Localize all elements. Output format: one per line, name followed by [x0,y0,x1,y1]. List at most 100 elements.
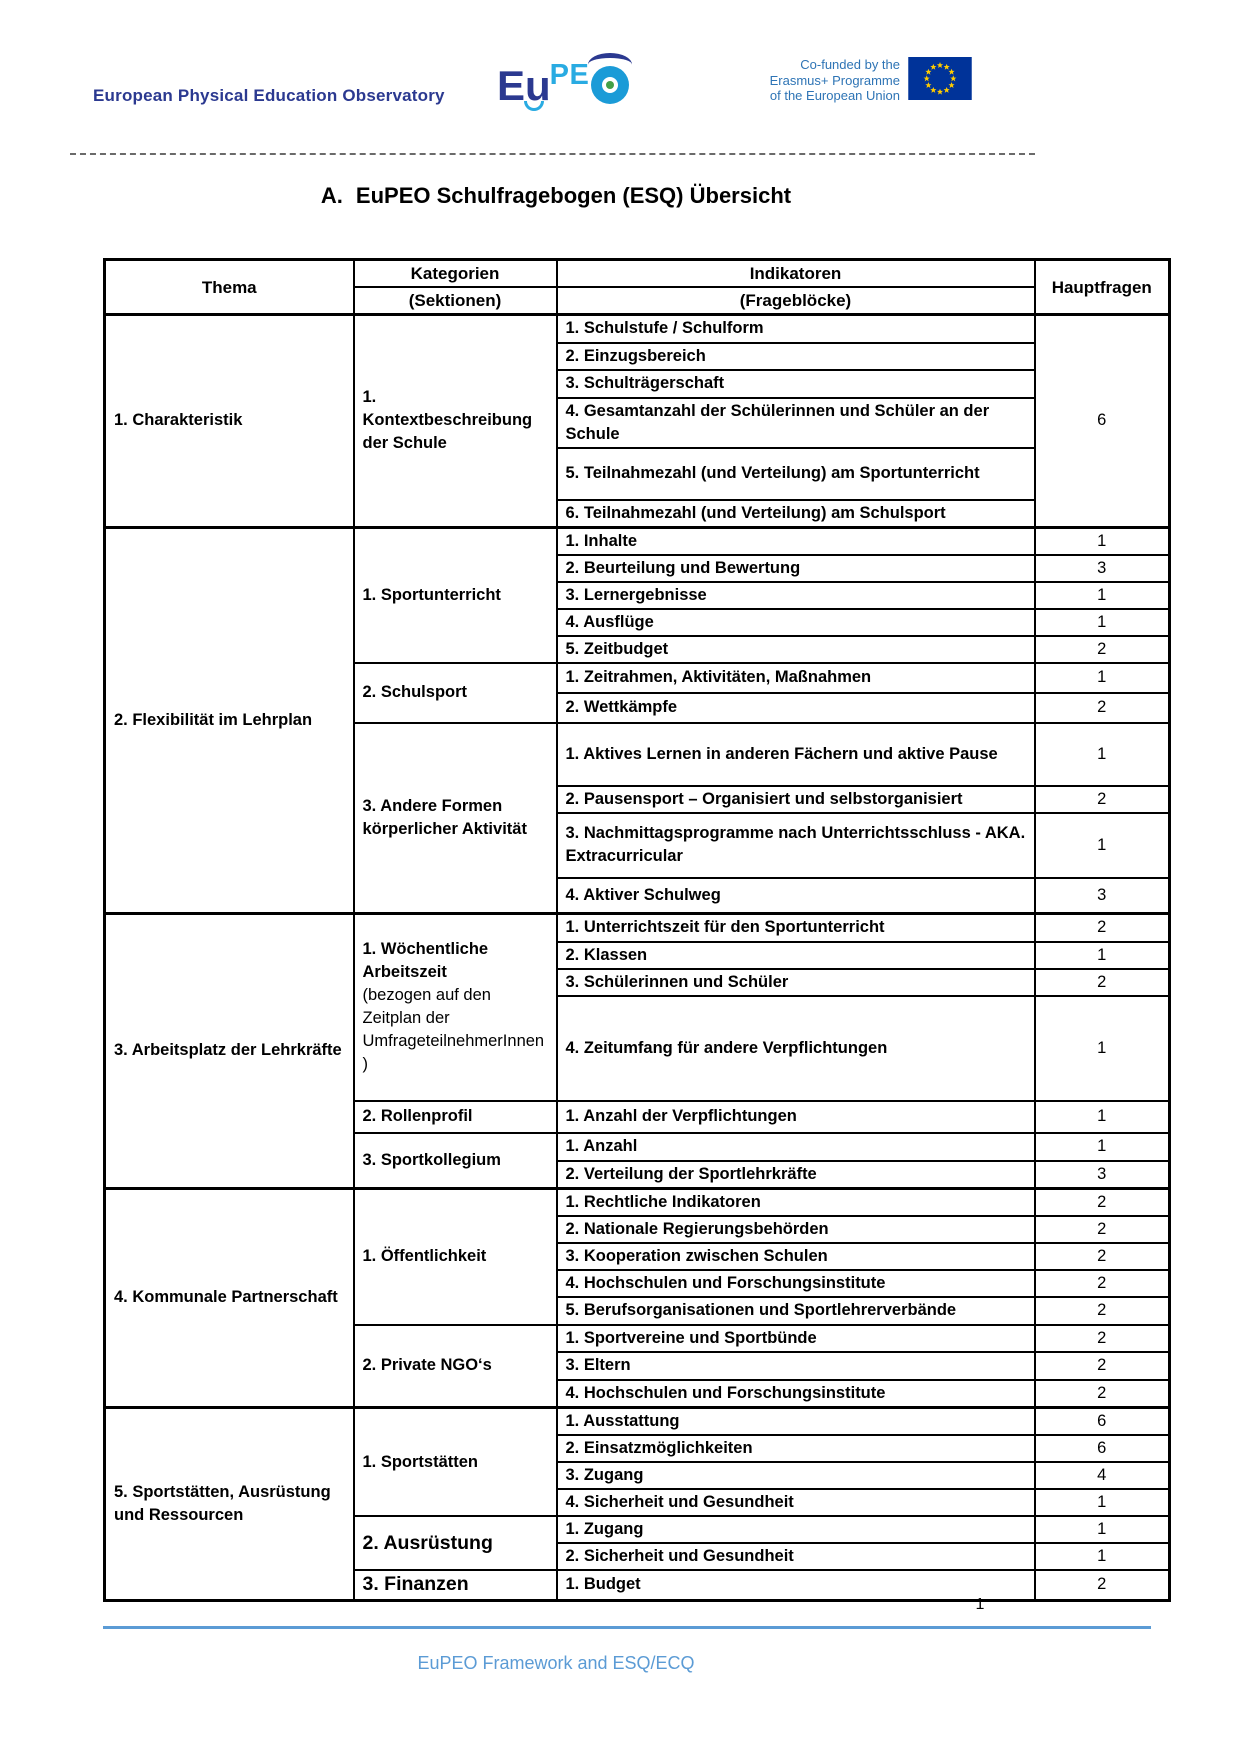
hauptfragen-cell: 1 [1033,811,1171,879]
table-header-row: Thema Kategorien Indikatoren Hauptfragen [103,258,1171,316]
table-row: 3. Eltern 2 [105,1350,1171,1381]
kategorie-cell: 2. Rollenprofil [352,1099,558,1134]
thema-cell: 5. Sportstätten, Ausrüstung und Ressourc… [103,1406,355,1601]
indicator-cell: 2. Klassen [555,940,1036,970]
cofunded-line: of the European Union [769,88,900,103]
indicator-cell: 1. Budget [555,1569,1036,1601]
cofunded-line: Co-funded by the [800,57,900,72]
hauptfragen-cell: 1 [1033,1131,1171,1162]
indicator-cell: 5. Berufsorganisationen und Sportlehrerv… [555,1295,1036,1326]
table-row: 3. Andere Formen körperlicher Aktivität … [105,721,1171,915]
thema-cell: 4. Kommunale Partnerschaft [103,1186,355,1409]
col-header-indikatoren: Indikatoren [555,258,1036,288]
table-row: 3. Arbeitsplatz der Lehrkräfte 1. Wöchen… [103,912,1171,1189]
hauptfragen-cell: 2 [1033,1295,1171,1326]
hauptfragen-cell: 2 [1033,1323,1171,1353]
hauptfragen-cell: 2 [1033,634,1171,664]
hauptfragen-cell: 6 [1033,1406,1171,1436]
table-row: 3. Nachmittagsprogramme nach Unterrichts… [105,811,1171,879]
logo-pe-text: PE [549,59,590,91]
indicator-cell: 3. Kooperation zwischen Schulen [555,1241,1036,1271]
hauptfragen-cell: 1 [1033,1488,1171,1517]
indicator-cell: 2. Einsatzmöglichkeiten [555,1434,1036,1463]
indicator-cell: 1. Anzahl [555,1131,1036,1162]
hauptfragen-cell: 2 [1033,1214,1171,1244]
col-header-sektionen: (Sektionen) [352,286,558,316]
table-row: 2. Pausensport – Organisiert und selbsto… [105,784,1171,814]
table-row: 5. Sportstätten, Ausrüstung und Ressourc… [103,1406,1171,1601]
indicator-cell: 3. Zugang [555,1461,1036,1490]
indicator-cell: 4. Aktiver Schulweg [555,876,1036,915]
hauptfragen-cell: 2 [1033,691,1171,724]
table-row: 3. Schülerinnen und Schüler 2 [105,967,1171,997]
table-row: 4. Kommunale Partnerschaft 1. Öffentlich… [103,1186,1171,1409]
table-row: 4. Sicherheit und Gesundheit 1 [105,1488,1171,1517]
indicator-cell: 1. Aktives Lernen in anderen Fächern und… [555,721,1036,787]
hauptfragen-cell: 3 [1033,876,1171,915]
hauptfragen-cell: 1 [1033,525,1171,556]
hauptfragen-cell: 1 [1033,1542,1171,1571]
hauptfragen-cell: 2 [1033,1186,1171,1217]
kategorie-cell: 2. Ausrüstung [352,1515,558,1571]
indicator-cell: 3. Schülerinnen und Schüler [555,967,1036,997]
table-row: 3. Sportkollegium 1. Anzahl 1 [105,1131,1171,1189]
indicator-cell: 5. Zeitbudget [555,634,1036,664]
table-row: 3. Finanzen 1. Budget 2 [105,1569,1171,1601]
indicator-cell: 1. Unterrichtszeit für den Sportunterric… [555,912,1036,943]
table-row: 4. Gesamtanzahl der Schülerinnen und Sch… [105,396,1170,449]
kategorie-cell: 1. Öffentlichkeit [352,1186,558,1326]
indicator-cell: 1. Zeitrahmen, Aktivitäten, Maßnahmen [555,661,1036,694]
table-row: 2. Ausrüstung 1. Zugang 1 [105,1515,1171,1571]
hauptfragen-cell: 1 [1033,1099,1171,1134]
kategorie-cell: 2. Schulsport [352,661,558,724]
indicator-cell: 1. Ausstattung [555,1406,1036,1436]
table-row: 3. Zugang 4 [105,1461,1171,1490]
indicator-cell: 1. Inhalte [555,525,1036,556]
kategorie-cell: 1. Kontextbeschreibung der Schule [352,313,558,528]
hauptfragen-cell: 1 [1033,661,1171,694]
table-row: 5. Teilnahmezahl (und Verteilung) am Spo… [105,446,1170,501]
indicator-cell: 1. Zugang [555,1515,1036,1544]
hauptfragen-cell: 1 [1033,721,1171,787]
hauptfragen-cell: 2 [1033,912,1171,943]
indicator-cell: 1. Rechtliche Indikatoren [555,1186,1036,1217]
cofunded-text: Co-funded by the Erasmus+ Programme of t… [756,57,900,104]
hauptfragen-cell: 1 [1033,580,1171,610]
logo-breve-shape [524,101,544,111]
eu-flag-icon [908,57,972,100]
table-row: 4. Hochschulen und Forschungsinstitute 2 [105,1268,1171,1298]
kategorie-cell: 3. Andere Formen körperlicher Aktivität [352,721,558,915]
kategorie-cell: 3. Sportkollegium [352,1131,558,1189]
indicator-cell: 1. Schulstufe / Schulform [555,313,1036,344]
cofunded-line: Erasmus+ Programme [769,72,900,88]
indicator-cell: 6. Teilnahmezahl (und Verteilung) am Sch… [555,498,1036,528]
hauptfragen-cell: 2 [1033,784,1171,814]
hauptfragen-cell: 2 [1033,1569,1171,1601]
hauptfragen-cell: 2 [1033,1241,1171,1271]
header-separator [70,139,1035,155]
esq-overview-table: Thema Kategorien Indikatoren Hauptfragen… [103,258,1171,1602]
indicator-cell: 1. Sportvereine und Sportbünde [555,1323,1036,1353]
thema-cell: 1. Charakteristik [103,313,355,528]
indicator-cell: 3. Lernergebnisse [555,580,1036,610]
indicator-cell: 4. Zeitumfang für andere Verpflichtungen [555,994,1036,1102]
kategorie-cell: 2. Private NGO‘s [352,1323,558,1409]
table-row: 3. Kooperation zwischen Schulen 2 [105,1241,1171,1271]
logo-eye-pupil [606,81,615,89]
table-row: 5. Berufsorganisationen und Sportlehrerv… [105,1295,1171,1326]
hauptfragen-cell: 1 [1033,1515,1171,1544]
table-row: 4. Hochschulen und Forschungsinstitute 2 [105,1378,1171,1409]
col-header-kategorien: Kategorien [352,258,558,288]
brand-wordmark: European Physical Education Observatory [93,86,445,105]
footer-text: EuPEO Framework and ESQ/ECQ [417,1653,695,1673]
hauptfragen-cell: 3 [1033,553,1171,583]
page-title: A. EuPEO Schulfragebogen (ESQ) Übersicht [0,183,1112,209]
page-number: 1 [975,1596,985,1613]
indicator-cell: 4. Hochschulen und Forschungsinstitute [555,1378,1036,1409]
table-row: 2. Beurteilung und Bewertung 3 [105,553,1171,583]
kategorie-cell: 3. Finanzen [352,1569,558,1601]
table-row: 2. Flexibilität im Lehrplan 1. Sportunte… [103,525,1171,915]
hauptfragen-cell: 2 [1033,1378,1171,1409]
logo-eyebrow-shape [588,53,633,76]
